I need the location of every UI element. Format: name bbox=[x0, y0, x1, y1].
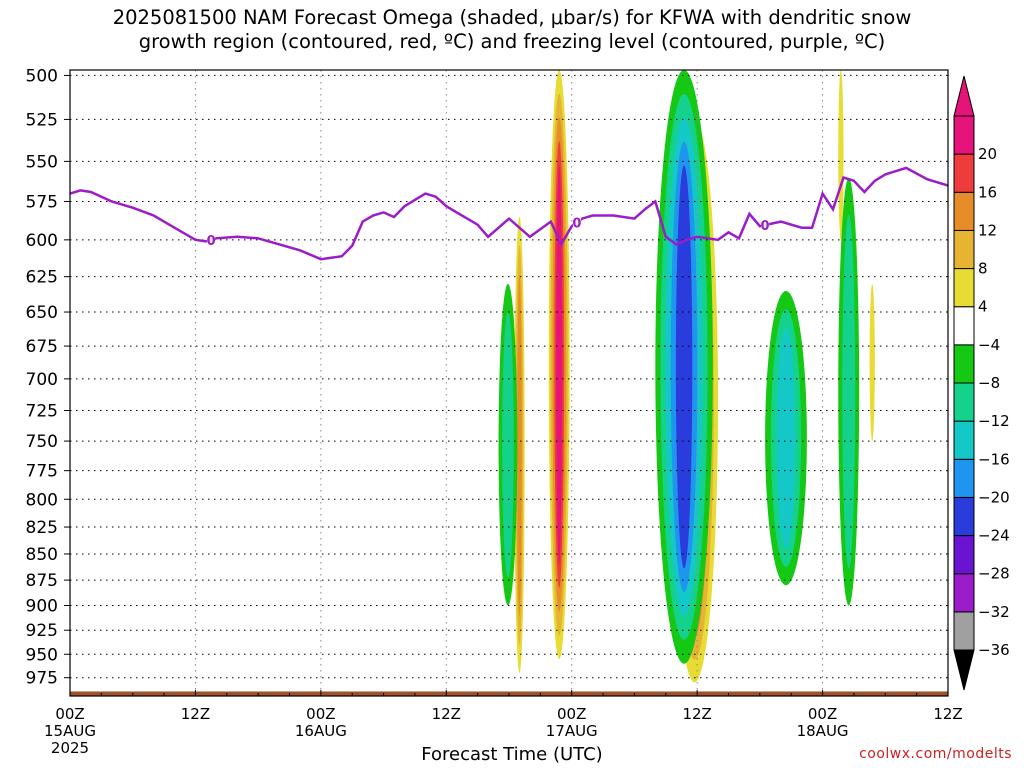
x-tick-label-48: 00Z bbox=[557, 705, 586, 723]
colorbar-swatch-1 bbox=[953, 573, 975, 613]
grid-layer bbox=[70, 70, 948, 696]
y-tick-label-800: 800 bbox=[26, 490, 58, 510]
x-tick-label-12: 12Z bbox=[181, 705, 210, 723]
colorbar-swatch-0 bbox=[953, 611, 975, 651]
colorbar-label-11: 12 bbox=[978, 221, 997, 239]
colorbar-swatch-4 bbox=[953, 458, 975, 498]
y-tick-label-950: 950 bbox=[26, 645, 58, 665]
colorbar-label-7: −8 bbox=[978, 374, 1000, 392]
colorbar: −36 −32 −28 −24 −20 −16 −12 −8 −4 4 8 12 16 20 bbox=[953, 75, 1010, 691]
freezing-level-label-0: 0 bbox=[207, 234, 216, 249]
colorbar-label-8: −4 bbox=[978, 336, 1000, 354]
colorbar-swatch-2 bbox=[953, 535, 975, 575]
colorbar-swatch-8 bbox=[953, 306, 975, 346]
colorbar-high-arrow bbox=[953, 75, 975, 117]
colorbar-label-5: −16 bbox=[978, 450, 1010, 468]
y-tick-label-975: 975 bbox=[26, 669, 58, 689]
x-tick-label-36: 12Z bbox=[432, 705, 461, 723]
y-tick-label-775: 775 bbox=[26, 462, 58, 482]
freezing-level-layer: 0 0 0 bbox=[70, 166, 948, 261]
colorbar-swatch-9 bbox=[953, 268, 975, 308]
credit-link[interactable]: coolwx.com/modelts bbox=[859, 746, 1012, 762]
omega-region-4-band-0 bbox=[869, 283, 875, 442]
y-tick-label-500: 500 bbox=[26, 66, 58, 86]
y-tick-label-525: 525 bbox=[26, 110, 58, 130]
x-tick-label-0: 00Z bbox=[55, 705, 84, 723]
colorbar-swatch-11 bbox=[953, 191, 975, 231]
x-tick-label-84: 12Z bbox=[933, 705, 962, 723]
x-tick-label-72: 00Z bbox=[808, 705, 837, 723]
colorbar-label-1: −32 bbox=[978, 603, 1010, 621]
colorbar-swatch-7 bbox=[953, 344, 975, 384]
freezing-level-label-bg-0 bbox=[207, 232, 216, 246]
omega-region-0-band-4 bbox=[556, 164, 563, 565]
y-tick-label-825: 825 bbox=[26, 518, 58, 538]
colorbar-label-4: −20 bbox=[978, 488, 1010, 506]
y-tick-label-625: 625 bbox=[26, 268, 58, 288]
chart-title-line2: growth region (contoured, red, ºC) and f… bbox=[138, 30, 886, 53]
colorbar-label-10: 8 bbox=[978, 260, 988, 278]
y-tick-label-600: 600 bbox=[26, 231, 58, 251]
omega-region-6-band-4 bbox=[675, 165, 693, 569]
omega-region-7-band-2 bbox=[776, 327, 796, 549]
freezing-level-label-2: 0 bbox=[761, 219, 770, 234]
y-tick-label-575: 575 bbox=[26, 192, 58, 212]
x-tick-year-0: 2025 bbox=[51, 739, 89, 757]
x-tick-label-60: 12Z bbox=[682, 705, 711, 723]
colorbar-label-3: −24 bbox=[978, 527, 1010, 545]
colorbar-swatch-10 bbox=[953, 229, 975, 270]
colorbar-swatch-3 bbox=[953, 496, 975, 537]
omega-region-5-band-1 bbox=[502, 311, 514, 578]
colorbar-swatch-6 bbox=[953, 382, 975, 422]
freezing-level-label-bg-1 bbox=[572, 215, 581, 229]
y-tick-label-650: 650 bbox=[26, 303, 58, 323]
colorbar-swatch-13 bbox=[953, 115, 975, 155]
omega-region-3-band-0 bbox=[838, 70, 844, 240]
colorbar-label-12: 16 bbox=[978, 183, 997, 201]
colorbar-label-6: −12 bbox=[978, 412, 1010, 430]
colorbar-label-13: 20 bbox=[978, 145, 997, 163]
y-tick-label-725: 725 bbox=[26, 402, 58, 422]
y-tick-label-850: 850 bbox=[26, 545, 58, 565]
chart-title-line1: 2025081500 NAM Forecast Omega (shaded, μ… bbox=[112, 6, 912, 29]
y-tick-label-875: 875 bbox=[26, 571, 58, 591]
x-axis-title: Forecast Time (UTC) bbox=[421, 744, 603, 765]
colorbar-swatch-12 bbox=[953, 153, 975, 193]
y-tick-label-700: 700 bbox=[26, 370, 58, 390]
x-tick-date-72: 18AUG bbox=[797, 722, 849, 740]
colorbar-label-2: −28 bbox=[978, 565, 1010, 583]
x-tick-date-24: 16AUG bbox=[295, 722, 347, 740]
y-tick-label-675: 675 bbox=[26, 337, 58, 357]
y-tick-label-900: 900 bbox=[26, 597, 58, 617]
x-tick-label-24: 00Z bbox=[306, 705, 335, 723]
chart-title: 2025081500 NAM Forecast Omega (shaded, μ… bbox=[0, 6, 1024, 54]
y-tick-label-925: 925 bbox=[26, 621, 58, 641]
y-axis: 500 525 550 575 600 625 650 675 700 725 750 775 800 8… bbox=[26, 66, 70, 689]
y-tick-label-550: 550 bbox=[26, 152, 58, 172]
colorbar-swatch-5 bbox=[953, 420, 975, 460]
x-tick-date-48: 17AUG bbox=[546, 722, 598, 740]
colorbar-low-arrow bbox=[953, 649, 975, 691]
omega-region-8-band-1 bbox=[842, 214, 856, 569]
colorbar-label-9: 4 bbox=[978, 298, 988, 316]
freezing-level-label-bg-2 bbox=[761, 218, 770, 232]
omega-region-2-band-2 bbox=[517, 274, 522, 617]
omega-shading-layer bbox=[498, 70, 875, 683]
freezing-level-line bbox=[70, 166, 948, 261]
colorbar-label-0: −36 bbox=[978, 641, 1010, 659]
freezing-level-label-1: 0 bbox=[572, 216, 581, 231]
x-tick-date-0: 15AUG bbox=[44, 722, 96, 740]
y-tick-label-750: 750 bbox=[26, 432, 58, 452]
